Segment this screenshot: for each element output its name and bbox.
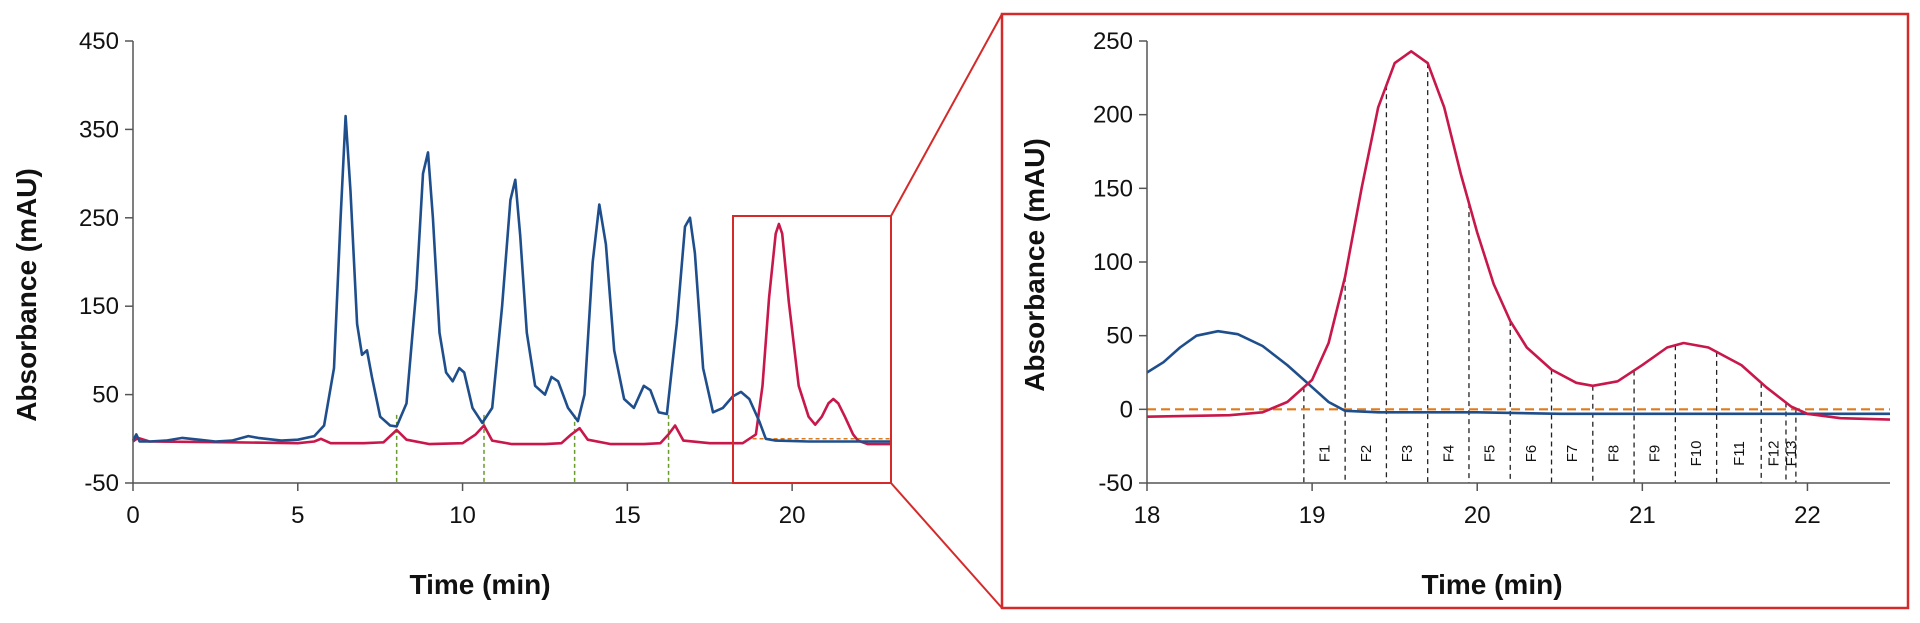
zoom-x-axis-title: Time (min): [1421, 569, 1562, 600]
zoom-y-tick-label: 100: [1093, 249, 1133, 276]
zoom-region-box: [732, 215, 892, 484]
overview-y-tick-label: -50: [84, 470, 119, 497]
zoom-x-tick-label: 21: [1629, 502, 1656, 529]
zoom-x-tick-label: 20: [1464, 502, 1491, 529]
overview-y-tick-label: 450: [79, 28, 119, 55]
overview-x-axis-title: Time (min): [409, 569, 550, 600]
fraction-cut-lines: [1303, 63, 1797, 483]
zoom-y-tick-label: 150: [1093, 175, 1133, 202]
zoom-y-tick-label: 0: [1120, 396, 1133, 423]
fraction-label: F11: [1731, 441, 1748, 466]
overview-x-tick-label: 20: [779, 502, 806, 529]
fraction-label: F8: [1605, 445, 1622, 463]
overview-x-tick-label: 0: [126, 502, 139, 529]
zoom-tick-labels: -50 0 50 100 150 200 250 18 19 20 21 22: [1093, 28, 1821, 529]
fraction-label: F1: [1317, 445, 1334, 463]
fraction-label: F6: [1523, 445, 1540, 463]
zoom-panel-frame: [1000, 12, 1910, 610]
zoom-red-trace: [1146, 50, 1891, 421]
zoom-connector-bottom: [890, 482, 1003, 609]
overview-chromatogram: -50 50 150 250 350 450 0 5 10 15 20 Time (min) Abs…: [11, 28, 891, 600]
overview-y-tick-label: 250: [79, 205, 119, 232]
zoom-y-axis-title: Absorbance (mAU): [1019, 138, 1050, 392]
zoom-indicator: [732, 12, 1910, 610]
overview-blue-trace: [131, 114, 891, 443]
zoom-connector-top: [890, 13, 1003, 217]
fraction-label: F7: [1564, 445, 1581, 463]
fraction-labels: F1 F2 F3 F4 F5 F6 F7 F8 F9 F10 F11 F12 F13: [1317, 441, 1800, 467]
overview-y-axis-title: Absorbance (mAU): [11, 168, 42, 422]
overview-x-tick-label: 10: [449, 502, 476, 529]
fraction-label: F2: [1358, 445, 1375, 463]
zoom-y-tick-label: 250: [1093, 28, 1133, 55]
fraction-label: F5: [1482, 445, 1499, 463]
zoom-x-tick-label: 18: [1134, 502, 1161, 529]
fraction-label: F13: [1783, 441, 1800, 467]
overview-y-tick-label: 50: [92, 382, 119, 409]
overview-y-tick-label: 150: [79, 293, 119, 320]
zoom-x-tick-label: 19: [1299, 502, 1326, 529]
fraction-label: F12: [1766, 441, 1783, 467]
fraction-label: F10: [1688, 441, 1705, 467]
overview-red-trace: [132, 222, 891, 446]
overview-fraction-markers: [395, 414, 670, 483]
zoom-y-tick-label: 200: [1093, 102, 1133, 129]
overview-x-tick-label: 15: [614, 502, 641, 529]
zoom-x-tick-label: 22: [1794, 502, 1821, 529]
zoom-y-tick-label: -50: [1098, 470, 1133, 497]
fraction-label: F3: [1399, 445, 1416, 463]
zoom-blue-trace: [1146, 329, 1890, 416]
overview-axes: [125, 40, 891, 491]
zoom-y-tick-label: 50: [1106, 323, 1133, 350]
overview-y-tick-label: 350: [79, 116, 119, 143]
fraction-label: F4: [1440, 445, 1457, 463]
overview-series-layer: [131, 114, 891, 446]
overview-tick-labels: -50 50 150 250 350 450 0 5 10 15 20: [79, 28, 806, 529]
overview-x-tick-label: 5: [291, 502, 304, 529]
fraction-label: F9: [1647, 445, 1664, 463]
zoom-series-layer: [1146, 50, 1891, 421]
zoom-axes: [1139, 40, 1890, 491]
